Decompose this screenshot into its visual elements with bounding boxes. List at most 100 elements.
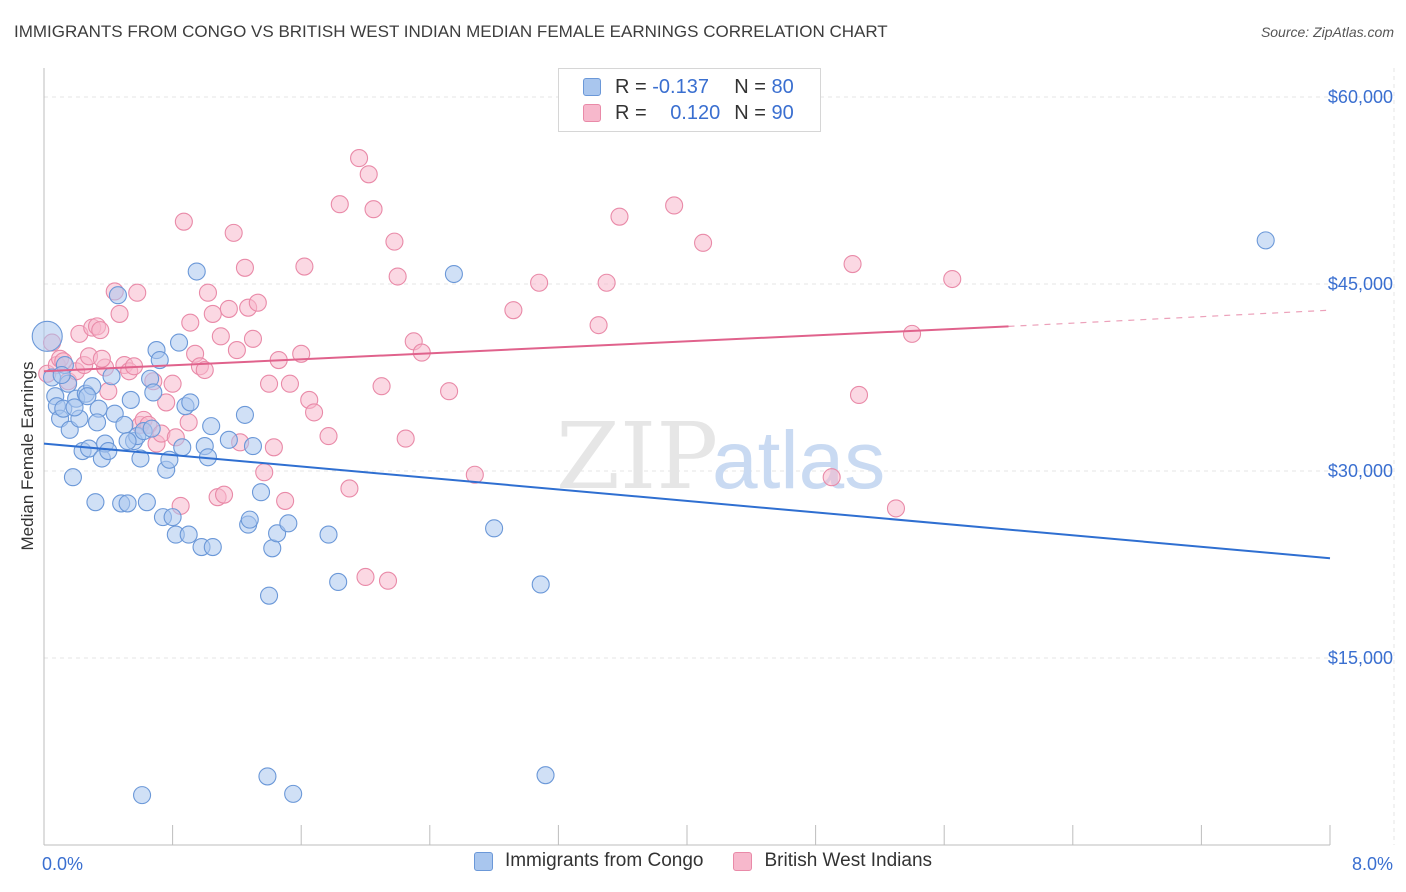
y-tick-label: $30,000 xyxy=(1328,461,1393,481)
point-bwi xyxy=(330,195,349,214)
point-congo xyxy=(240,510,259,529)
y-axis-label: Median Female Earnings xyxy=(18,362,37,551)
point-congo xyxy=(531,575,550,594)
point-bwi xyxy=(822,468,841,487)
point-bwi xyxy=(214,485,234,504)
point-congo xyxy=(187,262,206,281)
point-bwi xyxy=(295,257,314,276)
legend-n-label: N = xyxy=(734,101,766,124)
point-congo xyxy=(1256,231,1275,250)
point-congo xyxy=(444,264,463,284)
point-bwi xyxy=(530,273,549,292)
point-bwi xyxy=(589,316,608,335)
series-legend: Immigrants from Congo British West India… xyxy=(0,850,1406,872)
point-bwi xyxy=(219,299,238,318)
point-bwi xyxy=(440,382,459,401)
legend-label-congo: Immigrants from Congo xyxy=(504,850,704,871)
point-bwi xyxy=(224,223,243,242)
point-bwi xyxy=(356,567,375,587)
point-congo xyxy=(485,519,504,538)
legend-n-label: N = xyxy=(734,75,766,98)
point-congo xyxy=(243,437,263,456)
legend-n-congo: 80 xyxy=(771,75,794,98)
point-bwi xyxy=(255,463,274,482)
point-bwi xyxy=(597,273,616,292)
y-tick-label: $15,000 xyxy=(1328,648,1393,668)
legend-label-bwi: British West Indians xyxy=(764,850,933,871)
point-congo xyxy=(133,786,152,805)
point-congo xyxy=(169,333,189,352)
point-congo xyxy=(102,367,121,386)
point-congo xyxy=(144,383,163,402)
point-congo xyxy=(118,494,137,513)
point-congo xyxy=(263,539,282,558)
point-congo xyxy=(179,525,198,544)
trend-line-bwi xyxy=(43,325,1009,373)
x-tick-label-max: 8.0% xyxy=(1352,854,1393,874)
point-congo xyxy=(284,784,303,803)
point-bwi xyxy=(91,321,110,340)
point-bwi xyxy=(396,429,415,448)
legend-item-bwi[interactable]: British West Indians xyxy=(733,850,932,872)
point-congo xyxy=(279,514,298,533)
point-bwi xyxy=(235,258,254,277)
series-congo-points xyxy=(31,231,1275,805)
point-bwi xyxy=(465,465,484,484)
legend-item-congo[interactable]: Immigrants from Congo xyxy=(473,850,704,872)
point-congo xyxy=(202,417,221,436)
point-bwi xyxy=(243,329,263,348)
point-bwi xyxy=(276,491,295,510)
source-label: Source: ZipAtlas.com xyxy=(1260,24,1394,40)
point-bwi xyxy=(886,499,906,518)
point-bwi xyxy=(305,403,324,422)
tick-labels: $15,000 $30,000 $45,000 $60,000 0.0% 8.0% xyxy=(42,87,1393,874)
trend-line-bwi-extension xyxy=(1008,309,1331,327)
legend-r-bwi: 0.120 xyxy=(670,101,721,124)
point-bwi xyxy=(372,377,391,396)
legend-r-congo: -0.137 xyxy=(652,75,709,98)
point-bwi xyxy=(292,344,311,363)
trend-lines xyxy=(43,309,1331,560)
point-bwi xyxy=(364,200,383,219)
watermark-zip: ZIP xyxy=(556,403,718,510)
point-bwi xyxy=(665,196,684,215)
point-congo xyxy=(235,405,254,424)
point-bwi xyxy=(694,233,713,252)
point-bwi xyxy=(99,382,118,401)
point-bwi xyxy=(388,267,407,286)
point-congo xyxy=(258,767,277,786)
legend-row-congo: R = -0.137 N = 80 xyxy=(583,74,794,100)
axes xyxy=(43,68,1331,846)
point-bwi xyxy=(359,165,378,184)
point-congo xyxy=(219,430,238,449)
point-bwi xyxy=(128,283,147,302)
legend-swatch-congo xyxy=(473,851,493,871)
point-bwi xyxy=(163,374,182,393)
y-tick-label: $45,000 xyxy=(1328,274,1393,294)
point-bwi xyxy=(248,293,267,312)
point-congo xyxy=(65,398,84,417)
legend-swatch-bwi xyxy=(583,104,601,122)
point-bwi xyxy=(203,304,222,323)
point-congo xyxy=(31,320,63,352)
legend-row-bwi: R = 0.120 N = 90 xyxy=(583,100,794,126)
point-bwi xyxy=(264,438,283,457)
point-bwi xyxy=(157,393,176,412)
point-bwi xyxy=(610,207,629,226)
point-congo xyxy=(181,393,200,412)
point-bwi xyxy=(943,269,962,289)
watermark-atlas: atlas xyxy=(712,415,885,506)
point-bwi xyxy=(227,341,246,360)
point-congo xyxy=(137,493,156,512)
point-congo xyxy=(87,413,107,432)
point-congo xyxy=(63,468,82,487)
point-congo xyxy=(163,508,182,527)
point-bwi xyxy=(198,283,218,302)
point-congo xyxy=(173,438,192,457)
point-bwi xyxy=(181,313,200,332)
legend-n-bwi: 90 xyxy=(771,101,794,124)
point-congo xyxy=(251,483,271,502)
point-congo xyxy=(99,442,118,461)
point-congo xyxy=(118,432,137,451)
